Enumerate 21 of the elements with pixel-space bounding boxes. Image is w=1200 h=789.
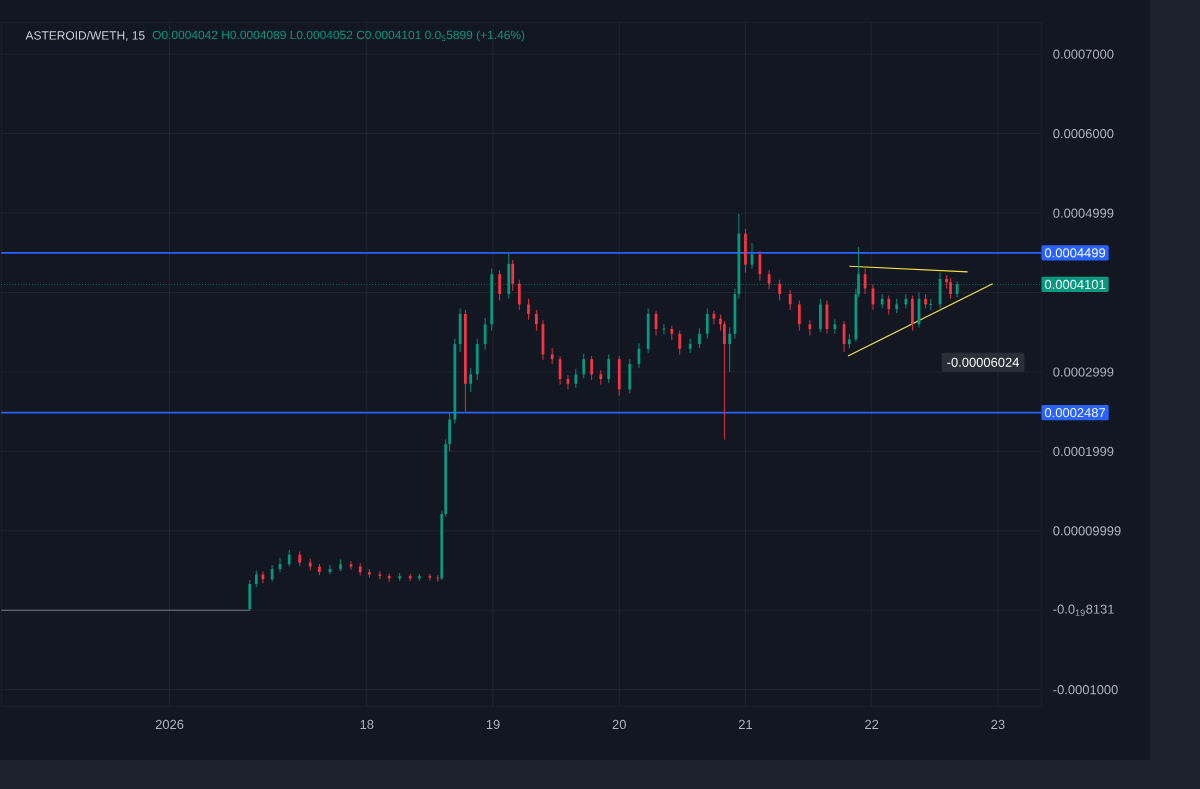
y-tick-label: 0.0006000 xyxy=(1053,128,1114,139)
annotation: -0.00006024 xyxy=(947,357,1020,367)
y-tick-label: 0.0001999 xyxy=(1053,446,1114,457)
x-tick-label: 22 xyxy=(865,719,879,729)
x-tick-label: 21 xyxy=(738,719,753,729)
ref-line-label: 0.0004101 xyxy=(1044,279,1106,290)
x-tick-label: 23 xyxy=(991,719,1005,730)
y-tick-label: 0.0007000 xyxy=(1053,49,1114,59)
y-tick-label: -0.0001000 xyxy=(1053,685,1118,695)
text: ASTEROID/WETH, 15 xyxy=(25,30,145,42)
x-tick-label: 18 xyxy=(360,719,374,730)
x-tick-label: 2026 xyxy=(155,719,184,730)
ref-line-label: 0.0002487 xyxy=(1044,408,1106,418)
text: O0.0004042 H0.0004089 L0.0004052 C0.0004101 0.0$_{5}$5899 (+1.46%) xyxy=(152,30,525,42)
y-tick-label: -0.0$_{19}$8131 xyxy=(1053,604,1114,616)
y-tick-label: 0.0004999 xyxy=(1053,208,1114,218)
x-tick-label: 20 xyxy=(612,719,626,730)
y-tick-label: 0.0002999 xyxy=(1053,367,1114,377)
y-tick-label: 0.00009999 xyxy=(1053,526,1121,536)
x-tick-label: 19 xyxy=(486,719,500,730)
ref-line-label: 0.0004499 xyxy=(1044,248,1106,258)
